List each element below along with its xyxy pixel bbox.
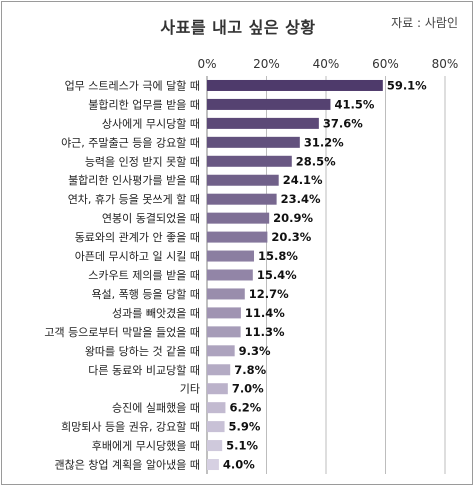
value-label: 7.8% (234, 363, 266, 377)
category-label: 괜찮은 창업 계획을 알아냈을 때 (54, 458, 200, 472)
bar (207, 383, 228, 395)
value-label: 5.1% (226, 439, 258, 453)
category-label: 고객 등으로부터 막말을 들었을 때 (44, 326, 200, 339)
value-label: 28.5% (296, 154, 336, 168)
bar (207, 326, 241, 338)
bar (207, 402, 226, 414)
value-label: 24.1% (283, 173, 323, 187)
value-label: 15.4% (257, 268, 297, 282)
bar (207, 421, 225, 433)
value-label: 31.2% (304, 135, 344, 149)
bar (207, 155, 292, 167)
category-label: 업무 스트레스가 극에 달할 때 (65, 79, 200, 92)
x-tick-label: 80% (432, 57, 459, 71)
bar (207, 212, 270, 224)
chart-title: 사표를 내고 싶은 상황 (160, 18, 316, 37)
category-label: 욕설, 폭행 등을 당할 때 (91, 288, 200, 301)
value-label: 6.2% (229, 401, 261, 415)
value-label: 41.5% (334, 97, 374, 111)
source-note: 자료 : 사람인 (391, 16, 458, 30)
value-label: 11.3% (245, 325, 285, 339)
bar (207, 79, 383, 91)
category-label: 능력을 인정 받지 못할 때 (85, 155, 200, 168)
bar (207, 250, 255, 262)
x-tick-label: 0% (197, 57, 216, 71)
category-label: 승진에 실패했을 때 (112, 402, 200, 415)
bar (207, 459, 219, 471)
value-label: 20.3% (271, 230, 311, 244)
bar (207, 136, 300, 148)
bar (207, 440, 223, 452)
value-label: 12.7% (249, 287, 289, 301)
category-label: 스카우트 제의를 받을 때 (88, 269, 200, 282)
category-label: 불합리한 인사평가를 받을 때 (68, 174, 200, 187)
value-label: 7.0% (232, 382, 264, 396)
category-label: 동료와의 관계가 안 좋을 때 (75, 231, 200, 244)
category-label: 성과를 빼앗겼을 때 (112, 307, 200, 320)
bar (207, 364, 231, 376)
category-label: 연봉이 동결되었을 때 (102, 212, 200, 225)
value-label: 11.4% (245, 306, 285, 320)
bar (207, 288, 245, 300)
bar (207, 174, 279, 186)
bar (207, 231, 268, 243)
bar (207, 98, 331, 110)
bar (207, 269, 253, 281)
bar (207, 193, 277, 205)
value-label: 59.1% (387, 78, 427, 92)
value-label: 20.9% (273, 211, 313, 225)
category-label: 후배에게 무시당했을 때 (92, 440, 200, 453)
bar (207, 307, 241, 319)
category-label: 왕따를 당하는 것 같을 때 (85, 344, 200, 358)
value-label: 37.6% (323, 116, 363, 130)
category-label: 아픈데 무시하고 일 시킬 때 (75, 249, 200, 263)
x-tick-label: 60% (372, 57, 399, 71)
category-label: 불합리한 업무를 받을 때 (88, 98, 200, 111)
category-label: 연차, 휴가 등을 못쓰게 할 때 (68, 193, 200, 206)
x-tick-label: 40% (313, 57, 340, 71)
value-label: 5.9% (229, 420, 261, 434)
category-label: 다른 동료와 비교당할 때 (88, 364, 200, 377)
value-label: 4.0% (223, 458, 255, 472)
category-label: 야근, 주말출근 등을 강요할 때 (61, 136, 200, 149)
x-tick-label: 20% (253, 57, 280, 71)
category-label: 희망퇴사 등을 권유, 강요할 때 (61, 421, 200, 434)
value-label: 9.3% (239, 344, 271, 358)
category-label: 상사에게 무시당할 때 (102, 117, 200, 130)
bar (207, 345, 235, 357)
value-label: 23.4% (281, 192, 321, 206)
value-label: 15.8% (258, 249, 298, 263)
category-label: 기타 (180, 383, 200, 396)
bar (207, 117, 319, 129)
